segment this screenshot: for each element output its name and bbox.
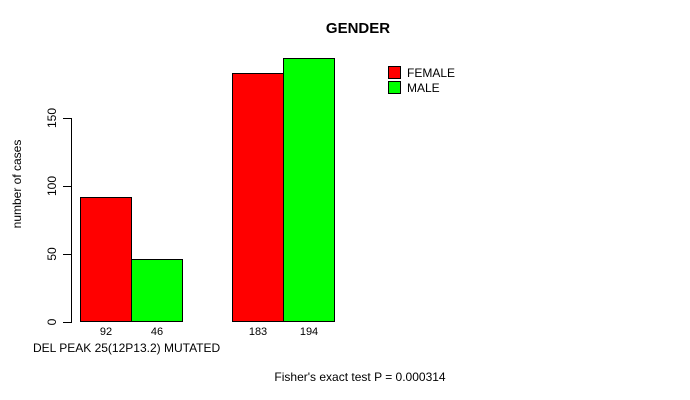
x-axis-label: DEL PEAK 25(12P13.2) MUTATED bbox=[33, 341, 221, 355]
y-tick-mark bbox=[63, 322, 71, 323]
y-tick-label: 150 bbox=[45, 107, 59, 129]
bar-value-label: 183 bbox=[248, 326, 268, 338]
legend-item-male: MALE bbox=[388, 80, 455, 95]
bar-value-label: 194 bbox=[299, 326, 319, 338]
y-tick-mark bbox=[63, 118, 71, 119]
bar-male-group2 bbox=[283, 58, 335, 322]
chart-title: GENDER bbox=[325, 20, 391, 37]
legend-label: FEMALE bbox=[407, 65, 456, 80]
bar-female-group1 bbox=[80, 196, 132, 322]
bar-value-label: 46 bbox=[150, 326, 164, 338]
legend-label: MALE bbox=[407, 80, 440, 95]
y-tick-label: 100 bbox=[45, 175, 59, 197]
bar-female-group2 bbox=[232, 73, 284, 322]
y-axis-line bbox=[71, 118, 72, 323]
y-tick-label: 50 bbox=[45, 247, 59, 261]
legend-item-female: FEMALE bbox=[388, 65, 455, 80]
legend-swatch-male bbox=[388, 81, 401, 94]
legend: FEMALE MALE bbox=[388, 65, 455, 95]
legend-swatch-female bbox=[388, 66, 401, 79]
y-axis-label: number of cases bbox=[10, 139, 24, 229]
y-tick-mark bbox=[63, 186, 71, 187]
y-tick-mark bbox=[63, 254, 71, 255]
y-tick-label: 0 bbox=[45, 318, 59, 326]
bar-value-label: 92 bbox=[99, 326, 113, 338]
fisher-test-note: Fisher's exact test P = 0.000314 bbox=[274, 370, 446, 384]
bar-male-group1 bbox=[131, 259, 183, 322]
